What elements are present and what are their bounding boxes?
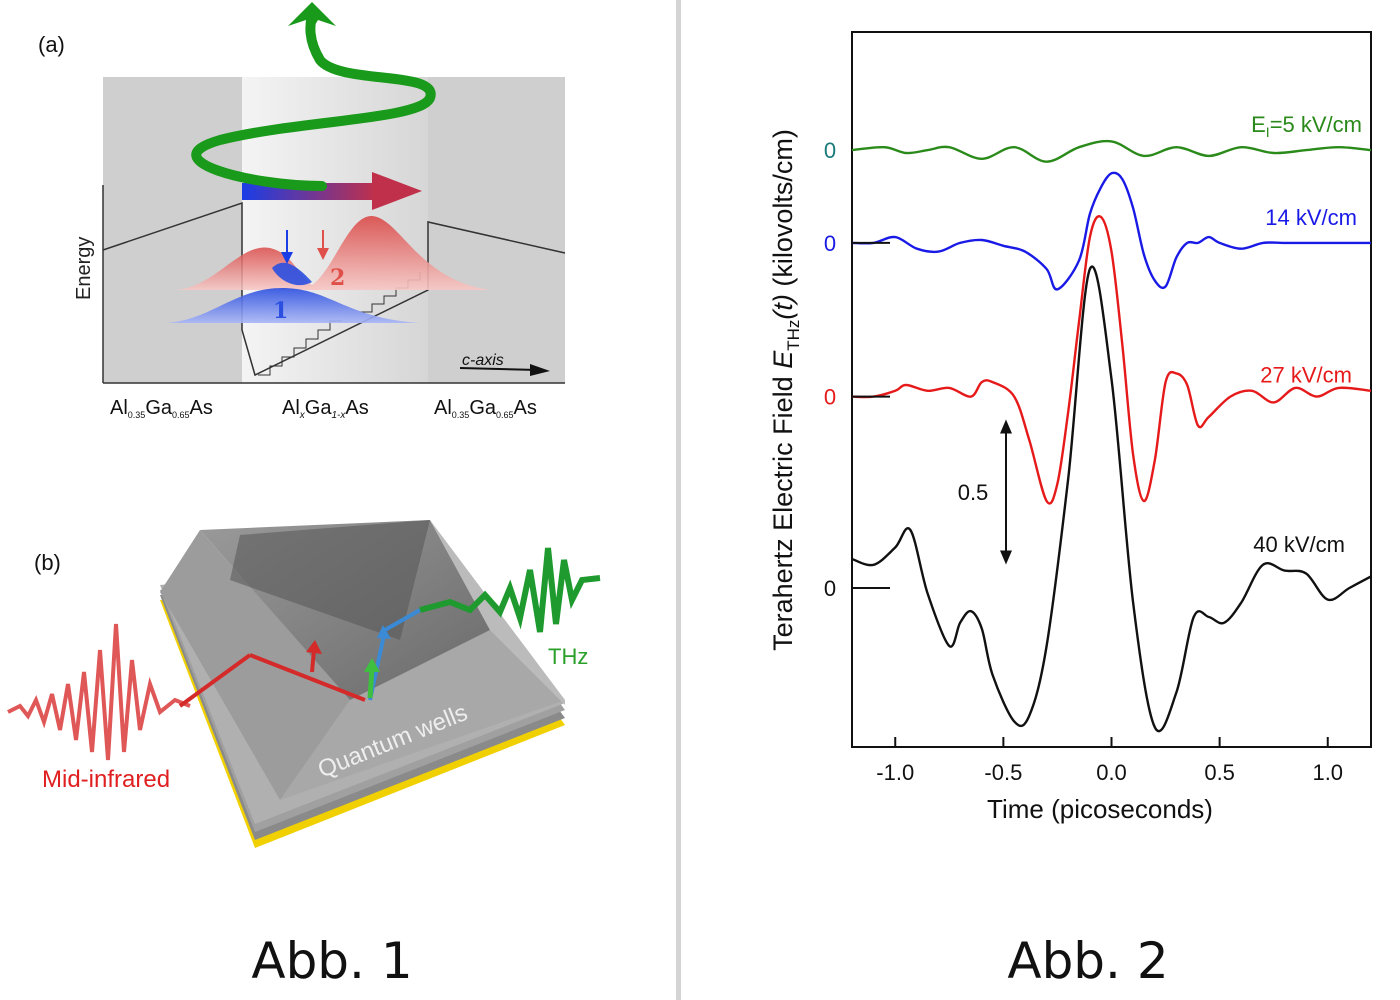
series-line bbox=[851, 139, 1372, 163]
figure-1-caption: Abb. 1 bbox=[251, 932, 412, 990]
x-tick-label: 0.5 bbox=[1204, 760, 1235, 785]
x-tick-label: 0.0 bbox=[1096, 760, 1127, 785]
x-tick-label: -0.5 bbox=[984, 760, 1022, 785]
material-label-left: Al0.35Ga0.65As bbox=[110, 397, 213, 420]
series-line bbox=[851, 265, 1372, 733]
scale-bar-label: 0.5 bbox=[958, 480, 989, 505]
band-steps-lower bbox=[258, 320, 342, 376]
scale-bar-top-arrow bbox=[1000, 419, 1012, 434]
scale-bar-bottom-arrow bbox=[1000, 550, 1012, 565]
mid-infrared-pulse bbox=[7, 623, 366, 761]
zero-label: 0 bbox=[824, 231, 836, 256]
band-edge bbox=[102, 201, 566, 377]
material-label-middle: AlxGa1-xAs bbox=[282, 397, 369, 421]
thz-beam bbox=[191, 9, 436, 191]
c-axis-arrow bbox=[459, 364, 550, 376]
level-1-overlap bbox=[272, 262, 312, 286]
zero-label: 0 bbox=[824, 385, 836, 410]
level-2-packet-right bbox=[300, 215, 490, 290]
material-label-right: Al0.35Ga0.65As bbox=[434, 397, 537, 420]
level-1-label: 1 bbox=[273, 298, 288, 324]
x-tick-label: 1.0 bbox=[1312, 760, 1343, 785]
quantum-well-prism bbox=[160, 520, 565, 848]
x-ticks: -1.0 -0.5 0.0 0.5 1.0 bbox=[876, 737, 1343, 785]
panel-b: (b) Mid-infrared bbox=[7, 520, 601, 848]
series-label: 27 kV/cm bbox=[1260, 363, 1352, 388]
prism-front-facet bbox=[280, 630, 565, 800]
series-line bbox=[851, 215, 1372, 505]
figure-2-caption: Abb. 2 bbox=[1007, 932, 1168, 990]
panel-b-label: (b) bbox=[34, 550, 61, 575]
series-label: 40 kV/cm bbox=[1253, 532, 1345, 557]
x-axis-title: Time (picoseconds) bbox=[987, 794, 1213, 824]
prism-top-dark bbox=[230, 520, 430, 640]
scale-bar: 0.5 bbox=[958, 419, 1012, 565]
mid-infrared-label: Mid-infrared bbox=[42, 766, 170, 793]
thz-pulse bbox=[364, 547, 601, 701]
series-layer: 0 EI=5 kV/cm 0 14 kV/cm 0 27 kV/cm 0 40 kV/cm bbox=[824, 112, 1372, 733]
thz-label: THz bbox=[548, 644, 588, 669]
series-line bbox=[851, 171, 1371, 291]
zero-label: 0 bbox=[824, 576, 836, 601]
red-transition-arrow bbox=[317, 230, 329, 260]
series-label: EI=5 kV/cm bbox=[1251, 112, 1362, 140]
figure-divider bbox=[676, 0, 681, 1000]
y-axis-title: Terahertz Electric Field ETHz(t) (kilovo… bbox=[768, 129, 803, 651]
blue-transition-arrow bbox=[281, 230, 293, 264]
prism-left-facet bbox=[160, 530, 350, 800]
level-1-packet bbox=[165, 288, 420, 323]
series-label: 14 kV/cm bbox=[1265, 205, 1357, 230]
level-2-label: 2 bbox=[330, 265, 345, 291]
thz-field-chart: -1.0 -0.5 0.0 0.5 1.0 0 EI=5 kV/cm 0 14 kV/cm 0 2… bbox=[768, 31, 1372, 824]
energy-axis-label: Energy bbox=[73, 237, 95, 300]
thz-beam-arrowhead bbox=[288, 2, 336, 30]
panel-a-label: (a) bbox=[38, 32, 65, 57]
x-tick-label: -1.0 bbox=[876, 760, 914, 785]
c-axis-label: c-axis bbox=[462, 352, 504, 369]
zero-label: 0 bbox=[824, 138, 836, 163]
panel-a: (a) 1 2 Energy bbox=[38, 2, 566, 421]
